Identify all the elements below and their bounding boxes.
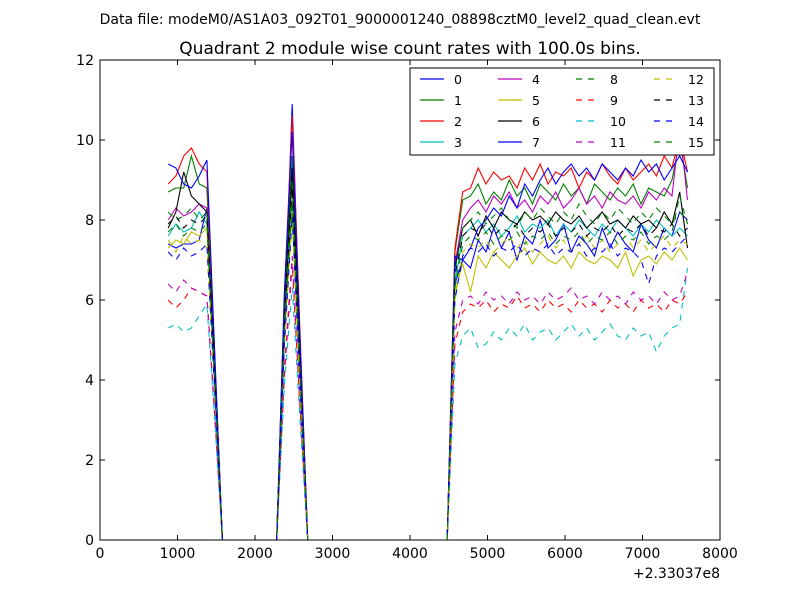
y-tick-label: 12 [76, 53, 94, 69]
x-tick-label: 2000 [237, 546, 273, 562]
x-tick-label: 8000 [702, 546, 738, 562]
x-tick-label: 3000 [315, 546, 351, 562]
x-tick-label: 7000 [625, 546, 661, 562]
legend-label: 0 [454, 72, 462, 87]
y-tick-label: 6 [85, 293, 94, 309]
legend-label: 8 [610, 72, 618, 87]
legend-label: 11 [610, 135, 626, 150]
x-axis-offset-label: +2.33037e8 [633, 566, 720, 582]
legend-label: 6 [532, 114, 540, 129]
legend-box [409, 67, 715, 156]
y-tick-label: 4 [85, 373, 94, 389]
series-line-11 [167, 255, 689, 541]
legend-label: 12 [688, 72, 704, 87]
chart-title: Quadrant 2 module wise count rates with … [179, 39, 640, 59]
y-tick-label: 0 [85, 533, 94, 549]
legend-label: 15 [688, 135, 704, 150]
legend-label: 9 [610, 93, 618, 108]
legend-label: 1 [454, 93, 462, 108]
y-tick-label: 8 [85, 213, 94, 229]
x-tick-label: 5000 [470, 546, 506, 562]
legend-label: 13 [688, 93, 704, 108]
y-tick-label: 2 [85, 453, 94, 469]
legend-label: 7 [532, 135, 540, 150]
suptitle: Data file: modeM0/AS1A03_092T01_90000012… [100, 12, 701, 28]
x-tick-label: 4000 [392, 546, 428, 562]
legend-label: 3 [454, 135, 462, 150]
legend-label: 14 [688, 114, 704, 129]
y-tick-label: 10 [76, 133, 94, 149]
legend-label: 4 [532, 72, 540, 87]
legend-label: 5 [532, 93, 540, 108]
x-tick-label: 0 [96, 546, 105, 562]
legend-label: 10 [610, 114, 626, 129]
x-tick-label: 6000 [547, 546, 583, 562]
plot-area: 0 1000 2000 3000 4000 5000 6000 7000 80000246810… [76, 53, 738, 562]
legend-label: 2 [454, 114, 462, 129]
x-tick-label: 1000 [160, 546, 196, 562]
